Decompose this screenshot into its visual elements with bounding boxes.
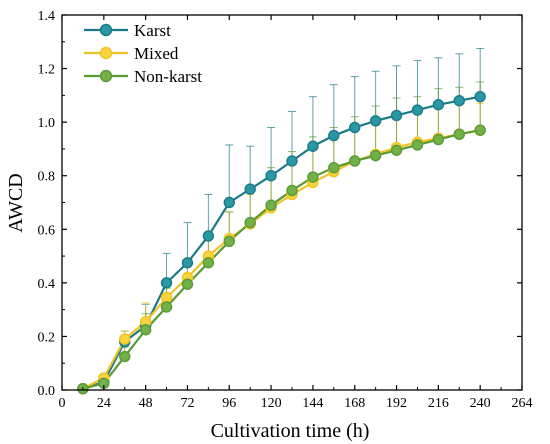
karst-point	[390, 109, 403, 122]
x-tick-label: 96	[222, 396, 236, 411]
legend-mixed-label: Mixed	[134, 44, 179, 63]
karst-point	[307, 140, 319, 152]
non-karst-point	[432, 133, 445, 146]
karst-point	[223, 196, 235, 209]
karst-point	[181, 257, 194, 269]
karst-point	[328, 129, 340, 142]
non-karst-point	[474, 124, 486, 136]
mixed-point	[119, 333, 131, 345]
y-tick-label: 0.6	[38, 223, 56, 238]
legend-mixed-marker	[99, 46, 113, 60]
y-tick-label: 1.4	[38, 9, 56, 24]
y-tick-label: 0.2	[38, 330, 56, 345]
non-karst-point	[390, 144, 403, 156]
x-tick-label: 192	[386, 396, 407, 411]
non-karst-point	[223, 235, 235, 248]
legend: Karst Mixed Non-karst	[84, 21, 202, 86]
karst-point	[474, 90, 486, 103]
mixed-point	[160, 291, 173, 304]
non-karst-point	[286, 184, 298, 197]
non-karst-point	[307, 171, 319, 183]
x-axis-label: Cultivation time (h)	[211, 420, 370, 442]
non-karst-point	[202, 257, 215, 269]
karst-point	[349, 121, 361, 134]
axes: 0 24 48 72 96 120 144 168 192 216 240 264 0.0 0.2 0.4 0…	[38, 9, 533, 411]
x-tick-label: 24	[97, 396, 111, 411]
non-karst-point	[181, 278, 194, 290]
x-tick-label: 0	[59, 396, 66, 411]
non-karst-point	[411, 139, 424, 151]
non-karst-point	[119, 350, 131, 363]
x-tick-label: 48	[139, 396, 153, 411]
karst-point	[244, 183, 256, 195]
x-tick-label: 144	[302, 396, 323, 411]
x-tick-label: 216	[428, 396, 449, 411]
non-karst-point	[139, 324, 152, 336]
non-karst-point	[349, 155, 361, 167]
karst-point	[453, 95, 465, 107]
x-tick-label: 240	[470, 396, 491, 411]
x-tick-label: 120	[261, 396, 282, 411]
legend-karst-marker	[99, 23, 113, 37]
y-tick-label: 1.2	[38, 63, 56, 78]
karst-point	[411, 104, 424, 116]
legend-karst-label: Karst	[134, 21, 171, 40]
series-points	[77, 90, 486, 395]
karst-point	[432, 99, 445, 111]
karst-point	[202, 230, 215, 242]
x-tick-label: 168	[344, 396, 365, 411]
non-karst-point	[328, 161, 340, 174]
x-tick-label: 72	[180, 396, 194, 411]
non-karst-point	[369, 149, 382, 162]
x-tick-label: 264	[512, 396, 533, 411]
non-karst-point	[453, 128, 465, 140]
y-axis-label: AWCD	[5, 173, 27, 233]
y-tick-label: 0.0	[38, 384, 56, 399]
karst-point	[286, 155, 298, 167]
legend-non-karst-marker	[99, 69, 113, 83]
karst-point	[369, 115, 382, 127]
karst-point	[265, 170, 277, 182]
y-tick-label: 0.4	[38, 277, 56, 292]
legend-non-karst-label: Non-karst	[134, 67, 202, 86]
non-karst-point	[265, 199, 277, 211]
non-karst-point	[244, 216, 256, 229]
karst-point	[160, 277, 173, 289]
non-karst-point	[160, 301, 173, 313]
y-tick-label: 0.8	[38, 170, 56, 185]
y-tick-label: 1.0	[38, 116, 56, 131]
